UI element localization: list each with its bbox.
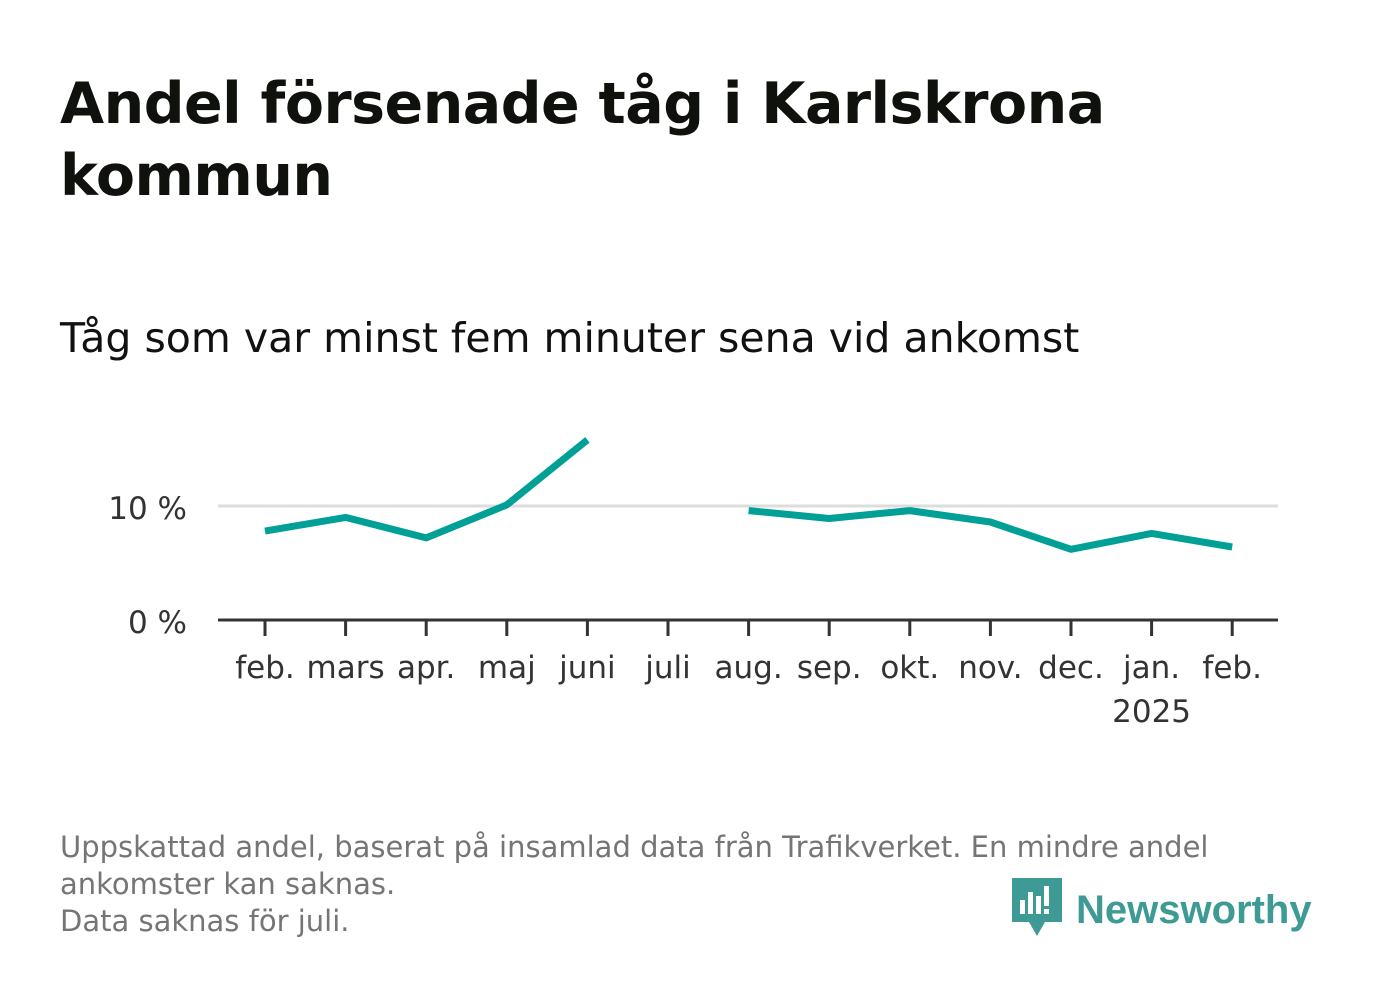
series-layer bbox=[264, 437, 1233, 553]
x-axis-labels: feb. mars apr. maj juni juli aug. sep. okt. nov. d… bbox=[235, 650, 1262, 730]
x-tick-label: apr. bbox=[397, 650, 455, 686]
y-tick-label: 0 % bbox=[128, 605, 187, 641]
newsworthy-logo: Newsworthy bbox=[1012, 878, 1312, 942]
chart-title: Andel försenade tåg i Karlskrona kommun bbox=[60, 71, 1105, 209]
x-axis bbox=[218, 618, 1278, 636]
x-tick-label: maj bbox=[478, 650, 536, 686]
footnote-line-3: Data saknas för juli. bbox=[60, 904, 350, 938]
chart-subtitle: Tåg som var minst fem minuter sena vid a… bbox=[60, 314, 1080, 362]
x-tick-label: mars bbox=[307, 650, 385, 686]
x-tick-label: juni bbox=[558, 650, 616, 686]
y-tick-label: 10 % bbox=[108, 491, 187, 527]
x-tick-label: nov. bbox=[958, 650, 1022, 686]
newsworthy-bar-chart-icon bbox=[1012, 878, 1062, 942]
x-tick-label: jan. bbox=[1122, 650, 1180, 686]
x-tick-label: aug. bbox=[715, 650, 783, 686]
x-tick-label: feb. bbox=[1202, 650, 1262, 686]
footnote-line-2: ankomster kan saknas. bbox=[60, 867, 396, 901]
x-year-label: 2025 bbox=[1112, 694, 1191, 730]
series-line-segment bbox=[264, 437, 590, 542]
x-tick-label: juli bbox=[644, 650, 691, 686]
x-tick-label: feb. bbox=[235, 650, 295, 686]
x-tick-label: sep. bbox=[797, 650, 862, 686]
footnote: Uppskattad andel, baserat på insamlad da… bbox=[60, 829, 1320, 940]
x-tick-label: okt. bbox=[880, 650, 939, 686]
x-tick-label: dec. bbox=[1038, 650, 1104, 686]
series-line-segment bbox=[748, 507, 1233, 553]
logo-text: Newsworthy bbox=[1076, 887, 1312, 932]
y-axis-labels: 0 % 10 % bbox=[108, 491, 187, 641]
footnote-line-1: Uppskattad andel, baserat på insamlad da… bbox=[60, 830, 1209, 864]
